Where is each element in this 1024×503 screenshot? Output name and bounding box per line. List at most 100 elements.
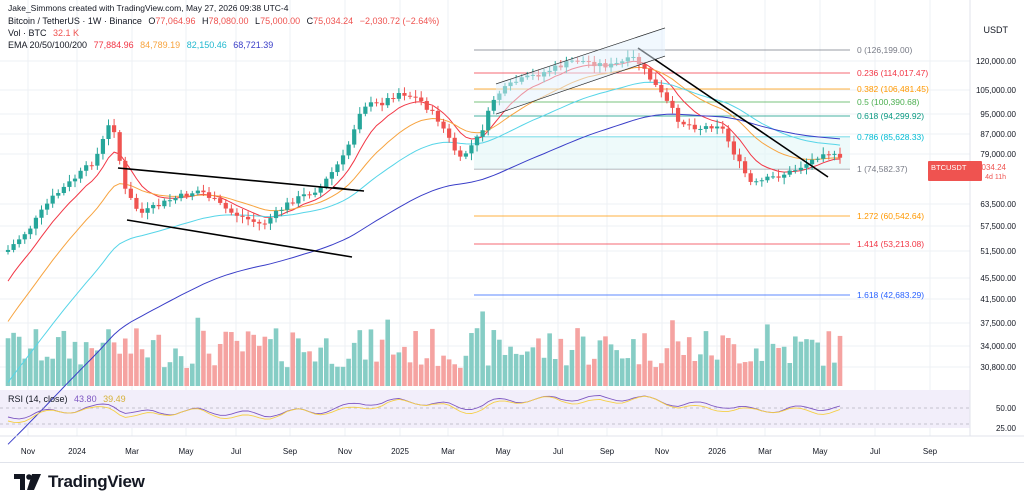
candle-body-145	[815, 158, 820, 160]
candle-body-6	[39, 209, 44, 218]
price-tick-5: 63,500.00	[980, 200, 1016, 209]
candle-body-116	[653, 79, 658, 85]
volume-bar-70	[396, 352, 402, 386]
price-chart[interactable]: 0 (126,199.00) 0.236 (114,017.47) 0.382 (1…	[0, 0, 1024, 462]
candle-body-1	[11, 244, 16, 250]
time-tick-14: Mar	[758, 447, 772, 456]
tradingview-logo[interactable]: TradingView	[14, 472, 145, 492]
candle-body-136	[765, 176, 770, 181]
current-price: 75,034.24	[970, 163, 1006, 172]
candle-body-26	[151, 204, 156, 209]
price-tick-3: 87,000.00	[980, 130, 1016, 139]
candle-body-76	[430, 109, 435, 111]
candle-body-139	[782, 174, 787, 178]
trendline-3	[637, 47, 829, 178]
volume-bar-97	[547, 333, 552, 386]
volume-bar-57	[323, 338, 329, 386]
candle-body-119	[670, 100, 675, 108]
volume-bar-86	[485, 365, 491, 386]
volume-bar-93	[525, 351, 530, 386]
high-value: 78,080.00	[208, 16, 249, 26]
candle-body-2	[17, 239, 22, 245]
volume-bar-18	[106, 329, 111, 386]
candle-body-138	[776, 176, 781, 178]
volume-bar-104	[586, 364, 592, 386]
symbol-title[interactable]: Bitcoin / TetherUS · 1W · Binance	[8, 16, 142, 26]
volume-bar-54	[307, 351, 312, 386]
volume-bar-69	[390, 354, 396, 386]
current-price-tag	[928, 161, 982, 181]
candle-body-11	[67, 181, 72, 187]
volume-bar-89	[502, 354, 508, 386]
volume-legend[interactable]: Vol · BTC 32.1 K	[8, 28, 79, 38]
volume-bar-1	[11, 332, 16, 386]
time-tick-1: 2024	[68, 447, 86, 456]
candle-body-3	[22, 234, 27, 240]
price-tick-6: 57,500.00	[980, 222, 1016, 231]
candle-body-77	[435, 110, 441, 122]
volume-bar-113	[636, 364, 642, 386]
candle-body-84	[474, 136, 480, 146]
time-tick-13: 2026	[708, 447, 726, 456]
candle-body-43	[246, 216, 251, 220]
volume-bar-49	[279, 361, 284, 386]
ema200-line	[7, 113, 841, 445]
volume-bar-64	[363, 359, 368, 386]
volume-bar-111	[625, 358, 631, 386]
time-tick-5: Sep	[283, 447, 298, 456]
volume-bar-25	[145, 357, 150, 386]
volume-bar-55	[312, 361, 318, 386]
fib-label-8: 1.414 (53,213.08)	[857, 239, 924, 249]
volume-bar-124	[698, 354, 703, 386]
volume-bar-116	[653, 367, 659, 386]
low-value: 75,000.00	[260, 16, 301, 26]
candle-body-117	[659, 84, 664, 93]
candle-body-44	[251, 219, 256, 222]
volume-bar-96	[541, 357, 547, 386]
volume-bar-137	[770, 343, 776, 386]
candle-body-63	[357, 113, 362, 130]
volume-bar-8	[50, 358, 55, 386]
candle-body-115	[648, 68, 653, 80]
axes: USDT 120,000.00 105,000.00 95,000.00 87,000.…	[0, 0, 1024, 456]
volume-bar-145	[815, 342, 820, 386]
volume-bar-103	[580, 336, 586, 386]
o-label: O	[148, 16, 156, 26]
volume-bar-73	[413, 331, 418, 386]
volume-bar-133	[748, 361, 753, 386]
volume-bar-132	[742, 362, 748, 386]
volume-bar-147	[826, 331, 832, 386]
candle-body-51	[290, 202, 295, 204]
candle-body-0	[5, 249, 11, 252]
fib-label-1: 0.236 (114,017.47)	[857, 68, 928, 78]
volume-bar-10	[61, 330, 67, 386]
volume-bar-140	[787, 363, 793, 386]
candle-body-41	[234, 212, 240, 216]
ema50-value: 84,789.19	[140, 40, 181, 50]
candle-body-144	[809, 159, 815, 165]
volume-bar-127	[714, 359, 720, 386]
ema20-line	[7, 60, 841, 282]
volume-bar-29	[167, 362, 173, 386]
volume-bar-4	[28, 348, 33, 386]
rsi-band	[0, 390, 970, 428]
candle-body-124	[698, 128, 703, 130]
candle-body-125	[703, 126, 709, 129]
volume-bar-98	[552, 359, 558, 386]
rsi-legend[interactable]: RSI (14, close) 43.80 39.49	[8, 394, 126, 404]
candle-body-81	[458, 150, 463, 157]
ema100-value: 82,150.46	[186, 40, 227, 50]
ema-legend[interactable]: EMA 20/50/100/200 77,884.96 84,789.19 82…	[8, 40, 273, 50]
candle-body-9	[56, 193, 61, 196]
volume-bar-66	[374, 361, 379, 386]
candle-body-121	[681, 121, 686, 125]
candle-body-133	[748, 173, 753, 182]
c-label: C	[306, 16, 314, 26]
candle-body-34	[195, 190, 200, 194]
rsi-pane	[0, 395, 970, 425]
volume-bar-36	[206, 353, 212, 386]
candle-body-18	[106, 125, 111, 140]
candle-body-67	[380, 102, 385, 106]
candle-body-7	[44, 203, 50, 210]
volume-bar-72	[407, 362, 413, 386]
